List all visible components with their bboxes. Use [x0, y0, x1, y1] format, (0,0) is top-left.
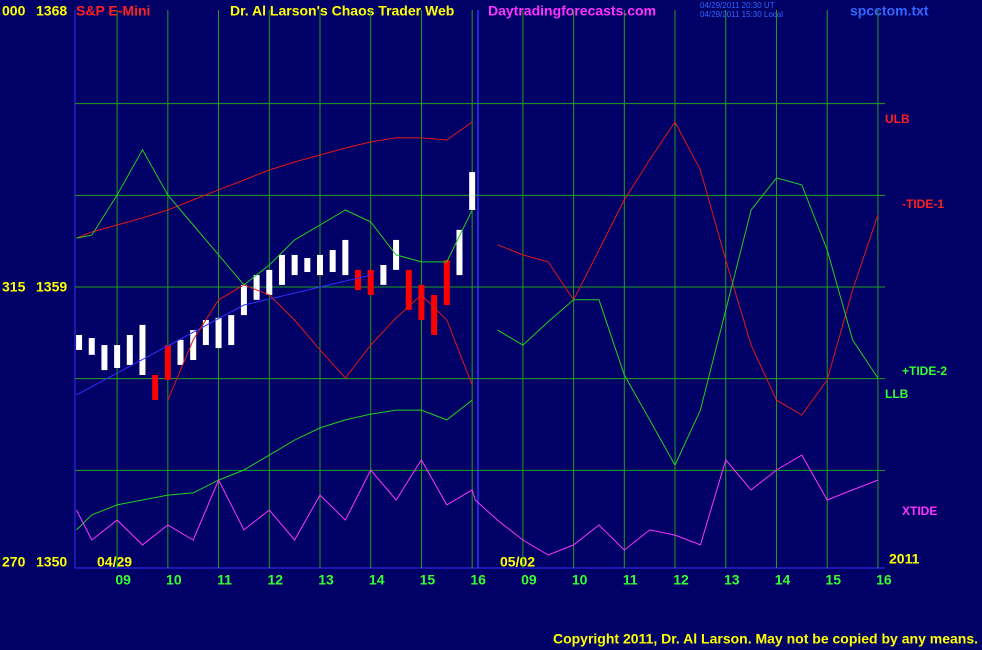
series-label: ULB [885, 112, 910, 126]
price-bar [418, 284, 425, 320]
file-name: spcctom.txt [850, 3, 929, 19]
y-tick-label: 1359 [36, 279, 67, 295]
series-label: +TIDE-2 [902, 364, 947, 378]
x-tick-label: 10 [572, 572, 588, 588]
x-tick-label: 13 [724, 572, 740, 588]
price-bar [380, 265, 387, 285]
price-bar [228, 315, 235, 346]
price-bar [126, 334, 133, 365]
price-bar [88, 338, 95, 355]
price-bar [240, 284, 247, 316]
price-bar [443, 260, 450, 306]
y-tick-prefix: 315 [2, 279, 26, 295]
x-tick-label: 16 [470, 572, 486, 588]
price-bar [114, 345, 121, 368]
chart-title: Dr. Al Larson's Chaos Trader Web [230, 3, 454, 19]
x-tick-label: 14 [775, 572, 791, 588]
price-bar [316, 254, 323, 276]
price-prefix: 000 [2, 3, 26, 19]
series-line [76, 148, 879, 467]
time-ut: 04/29/2011 20:30 UT [700, 1, 775, 10]
x-tick-label: 11 [217, 572, 232, 588]
date-label: 04/29 [97, 554, 132, 570]
series-label: XTIDE [902, 504, 937, 518]
date-label: 05/02 [500, 554, 535, 570]
price-bar [304, 257, 311, 273]
x-tick-label: 09 [521, 572, 537, 588]
y-tick-label: 1350 [36, 554, 67, 570]
time-local: 04/29/2011 15:30 Local [700, 10, 783, 19]
price-bar [431, 294, 438, 335]
price-bar [76, 334, 83, 350]
x-tick-label: 12 [673, 572, 689, 588]
price-bar [101, 345, 108, 371]
price-bar [215, 317, 222, 349]
price-bar [456, 229, 463, 276]
price-bar [367, 269, 374, 295]
x-tick-label: 12 [267, 572, 283, 588]
price-bar [139, 324, 146, 375]
series-line [76, 454, 879, 556]
x-tick-label: 16 [876, 572, 892, 588]
site: Daytradingforecasts.com [488, 3, 656, 19]
x-tick-label: 15 [825, 572, 841, 588]
price-bar [469, 172, 476, 210]
symbol: S&P E-Mini [76, 3, 150, 19]
copyright: Copyright 2011, Dr. Al Larson. May not b… [553, 631, 978, 647]
price-bar [152, 375, 159, 401]
x-tick-label: 14 [369, 572, 385, 588]
x-tick-label: 09 [115, 572, 131, 588]
x-tick-label: 13 [318, 572, 334, 588]
price-bar [190, 330, 197, 361]
price-bar [405, 269, 412, 310]
series-line [167, 121, 879, 416]
series-label: -TIDE-1 [902, 197, 944, 211]
price-bar [202, 320, 209, 346]
y-tick-prefix: 270 [2, 554, 26, 570]
x-tick-label: 15 [420, 572, 436, 588]
series-label: LLB [885, 387, 909, 401]
price-bar [266, 269, 273, 295]
price-bar [329, 250, 336, 273]
price-bar [278, 254, 285, 285]
series-line [76, 121, 473, 239]
x-tick-label: 10 [166, 572, 182, 588]
date-label: 2011 [889, 551, 920, 567]
x-tick-label: 11 [623, 572, 638, 588]
price-bar [355, 269, 362, 291]
series-line [76, 399, 473, 531]
price-bar [164, 345, 171, 380]
price-bar [253, 275, 260, 300]
price-bar [291, 254, 298, 276]
price-bar [342, 239, 349, 276]
price-bar [177, 339, 184, 365]
trend-line [76, 274, 371, 396]
price-top: 1368 [36, 3, 67, 19]
